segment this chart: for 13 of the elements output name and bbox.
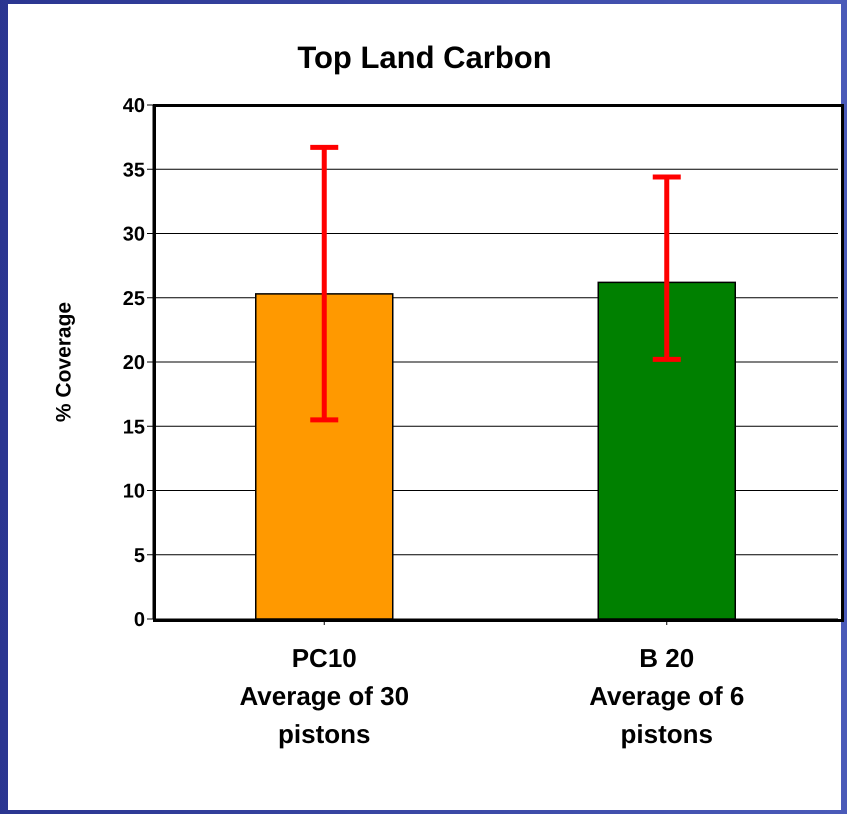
y-tick-label: 15 bbox=[122, 416, 145, 438]
y-tick-label: 25 bbox=[122, 288, 145, 310]
y-tick-label: 10 bbox=[122, 480, 145, 503]
chart-title: Top Land Carbon bbox=[296, 40, 553, 76]
y-axis-title: % Coverage bbox=[52, 302, 76, 422]
y-tick-label: 0 bbox=[134, 609, 145, 632]
y-tick-label: 40 bbox=[122, 95, 145, 118]
y-tick-label: 5 bbox=[134, 544, 145, 567]
y-tick-label: 20 bbox=[122, 352, 145, 374]
y-tick-label: 35 bbox=[122, 159, 145, 182]
x-tick-label: B 20 Average of 6 pistons bbox=[589, 643, 744, 749]
x-tick-label: PC10 Average of 30 pistons bbox=[239, 643, 410, 749]
y-tick-label: 30 bbox=[122, 224, 145, 246]
